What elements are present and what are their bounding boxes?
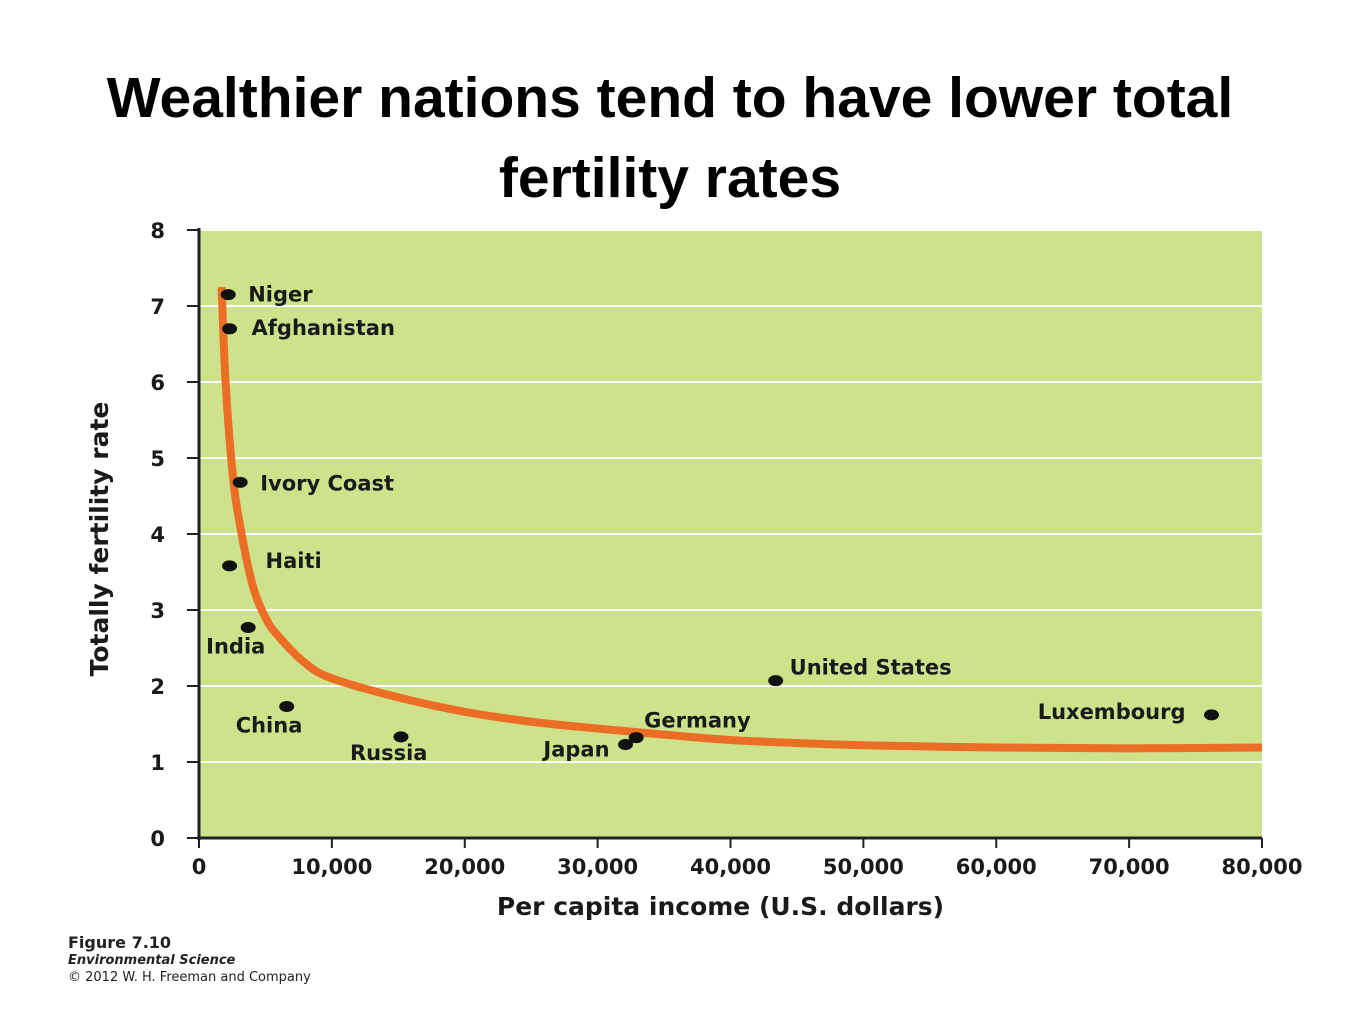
y-tick-label: 2 (150, 675, 165, 699)
point-japan (618, 739, 634, 751)
y-tick-label: 7 (150, 295, 165, 319)
x-tick-label: 40,000 (690, 855, 771, 879)
y-tick-label: 8 (150, 219, 165, 243)
y-axis-title: Totally fertility rate (85, 402, 114, 677)
y-tick-label: 0 (150, 827, 165, 851)
label-niger: Niger (248, 283, 313, 307)
point-germany (628, 732, 644, 744)
x-axis-title: Per capita income (U.S. dollars) (497, 892, 944, 921)
slide-title: Wealthier nations tend to have lower tot… (106, 66, 1234, 210)
label-japan: Japan (541, 738, 609, 762)
label-united-states: United States (790, 656, 952, 680)
x-tick-label: 60,000 (956, 855, 1037, 879)
label-ivory-coast: Ivory Coast (260, 471, 394, 495)
y-tick-label: 4 (150, 523, 165, 547)
point-ivory-coast (232, 476, 248, 488)
label-india: India (206, 634, 265, 658)
x-tick-label: 30,000 (557, 855, 638, 879)
label-luxembourg: Luxembourg (1038, 700, 1186, 724)
label-afghanistan: Afghanistan (252, 316, 395, 340)
x-tick-label: 10,000 (291, 855, 372, 879)
point-haiti (222, 560, 238, 572)
data-points: Niger Afghanistan Ivory Coast Haiti India Chi… (206, 283, 1220, 765)
point-india (240, 621, 256, 633)
gridlines (199, 229, 1262, 763)
x-axis-ticks: 0 10,000 20,000 30,000 40,000 50,000 60,000 70,… (192, 838, 1303, 879)
figure-number: Figure 7.10 (68, 933, 172, 952)
point-afghanistan (222, 323, 238, 335)
trend-curve (217, 286, 1263, 753)
label-germany: Germany (644, 709, 751, 733)
figure-caption: Figure 7.10 Environmental Science © 2012… (68, 934, 311, 986)
point-niger (220, 289, 236, 301)
label-china: China (236, 714, 303, 738)
x-tick-label: 20,000 (424, 855, 505, 879)
x-tick-label: 80,000 (1221, 855, 1302, 879)
point-china (279, 701, 295, 713)
copyright: © 2012 W. H. Freeman and Company (68, 970, 311, 985)
point-luxembourg (1204, 709, 1220, 721)
point-russia (393, 731, 409, 743)
y-tick-label: 6 (150, 371, 165, 395)
y-tick-label: 1 (150, 751, 165, 775)
y-axis-ticks: 0 1 2 3 4 5 6 7 8 (150, 219, 199, 851)
x-tick-label: 50,000 (823, 855, 904, 879)
x-tick-label: 70,000 (1089, 855, 1170, 879)
y-tick-label: 3 (150, 599, 165, 623)
label-haiti: Haiti (266, 549, 322, 573)
label-russia: Russia (350, 741, 428, 765)
book-title: Environmental Science (68, 953, 236, 968)
y-tick-label: 5 (150, 447, 165, 471)
point-united-states (768, 675, 784, 687)
x-tick-label: 0 (192, 855, 207, 879)
